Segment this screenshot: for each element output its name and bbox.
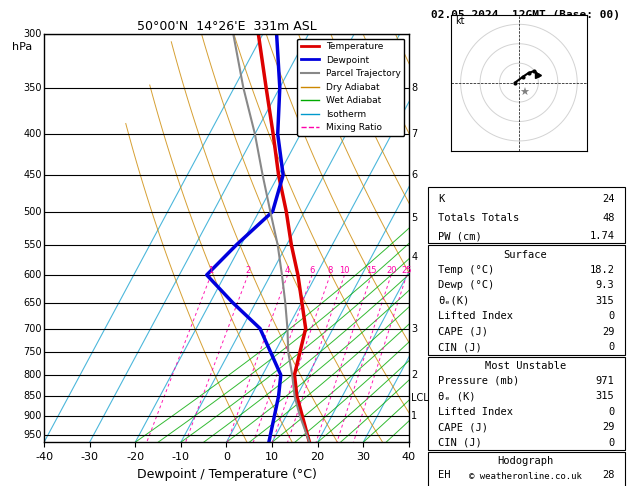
- Text: θₑ(K): θₑ(K): [438, 296, 469, 306]
- Text: 700: 700: [23, 324, 42, 333]
- Text: 25: 25: [401, 266, 412, 275]
- Text: 350: 350: [23, 83, 42, 93]
- Text: PW (cm): PW (cm): [438, 231, 482, 241]
- Legend: Temperature, Dewpoint, Parcel Trajectory, Dry Adiabat, Wet Adiabat, Isotherm, Mi: Temperature, Dewpoint, Parcel Trajectory…: [297, 38, 404, 136]
- Text: 1: 1: [411, 411, 417, 421]
- Text: 600: 600: [23, 270, 42, 280]
- Text: Dewp (°C): Dewp (°C): [438, 280, 494, 290]
- Text: 1.74: 1.74: [589, 231, 615, 241]
- Bar: [428, 452, 625, 486]
- Text: CIN (J): CIN (J): [438, 343, 482, 352]
- Text: θₑ (K): θₑ (K): [438, 391, 476, 401]
- Text: hPa: hPa: [12, 42, 32, 52]
- Text: 315: 315: [596, 296, 615, 306]
- Text: © weatheronline.co.uk: © weatheronline.co.uk: [469, 472, 582, 481]
- Text: 1: 1: [208, 266, 214, 275]
- Text: 2: 2: [245, 266, 250, 275]
- Text: 3: 3: [411, 324, 417, 333]
- Text: 400: 400: [23, 129, 42, 139]
- Text: 650: 650: [23, 298, 42, 308]
- Text: 28: 28: [602, 470, 615, 480]
- Text: 4: 4: [411, 252, 417, 262]
- Text: 15: 15: [366, 266, 377, 275]
- Text: 800: 800: [23, 370, 42, 380]
- Text: 8: 8: [411, 83, 417, 93]
- Bar: [428, 245, 625, 355]
- X-axis label: Dewpoint / Temperature (°C): Dewpoint / Temperature (°C): [136, 468, 316, 481]
- Text: 0: 0: [608, 312, 615, 321]
- Text: CIN (J): CIN (J): [438, 438, 482, 448]
- Text: CAPE (J): CAPE (J): [438, 327, 488, 337]
- Text: 18.2: 18.2: [589, 265, 615, 275]
- Text: 7: 7: [411, 129, 418, 139]
- Text: Most Unstable: Most Unstable: [484, 361, 566, 371]
- Text: 315: 315: [596, 391, 615, 401]
- Text: 29: 29: [602, 327, 615, 337]
- Text: Hodograph: Hodograph: [497, 456, 554, 466]
- Text: kt: kt: [455, 17, 464, 26]
- Text: 450: 450: [23, 170, 42, 180]
- Text: EH: EH: [438, 470, 450, 480]
- Text: 20: 20: [386, 266, 396, 275]
- Text: 850: 850: [23, 391, 42, 401]
- Text: 9.3: 9.3: [596, 280, 615, 290]
- Text: Totals Totals: Totals Totals: [438, 213, 520, 223]
- Text: 750: 750: [23, 347, 42, 358]
- Text: 24: 24: [602, 194, 615, 204]
- Text: Pressure (mb): Pressure (mb): [438, 376, 520, 385]
- Text: 0: 0: [608, 343, 615, 352]
- Text: 4: 4: [285, 266, 290, 275]
- Text: Temp (°C): Temp (°C): [438, 265, 494, 275]
- Text: 6: 6: [411, 170, 417, 180]
- Text: K: K: [438, 194, 444, 204]
- Text: 971: 971: [596, 376, 615, 385]
- Text: 0: 0: [608, 438, 615, 448]
- Text: Lifted Index: Lifted Index: [438, 407, 513, 417]
- Text: 29: 29: [602, 422, 615, 432]
- Text: 0: 0: [608, 407, 615, 417]
- Text: 550: 550: [23, 240, 42, 250]
- Text: 2: 2: [411, 370, 418, 380]
- Text: 950: 950: [23, 430, 42, 440]
- Text: 300: 300: [23, 29, 42, 39]
- Text: 5: 5: [411, 213, 418, 224]
- Text: 48: 48: [602, 213, 615, 223]
- Text: Surface: Surface: [503, 250, 547, 260]
- Text: 900: 900: [23, 411, 42, 421]
- Text: CAPE (J): CAPE (J): [438, 422, 488, 432]
- Text: 10: 10: [339, 266, 350, 275]
- Bar: [428, 187, 625, 243]
- Text: ★: ★: [520, 88, 530, 98]
- Text: 500: 500: [23, 207, 42, 217]
- Title: 50°00'N  14°26'E  331m ASL: 50°00'N 14°26'E 331m ASL: [136, 20, 316, 33]
- Bar: [428, 357, 625, 450]
- Text: 6: 6: [309, 266, 315, 275]
- Text: 8: 8: [328, 266, 333, 275]
- Text: Lifted Index: Lifted Index: [438, 312, 513, 321]
- Text: LCL: LCL: [411, 393, 429, 403]
- Text: 02.05.2024  12GMT (Base: 00): 02.05.2024 12GMT (Base: 00): [431, 10, 620, 20]
